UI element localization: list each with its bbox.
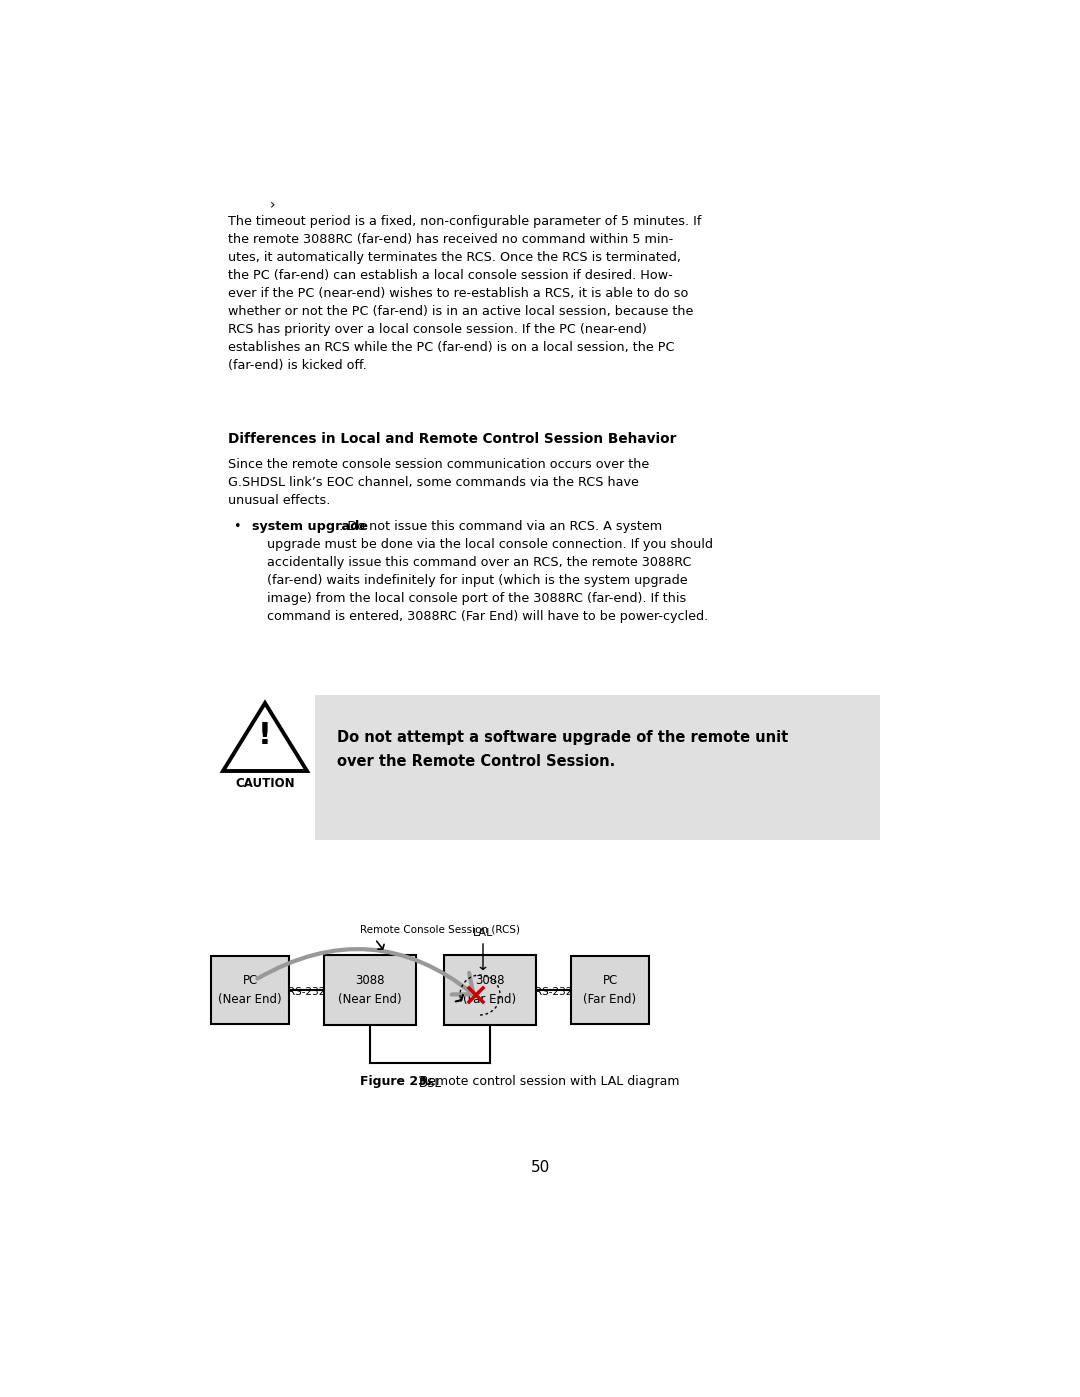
Text: Remote control session with LAL diagram: Remote control session with LAL diagram bbox=[416, 1076, 679, 1088]
Text: image) from the local console port of the 3088RC (far-end). If this: image) from the local console port of th… bbox=[267, 592, 686, 605]
Text: upgrade must be done via the local console connection. If you should: upgrade must be done via the local conso… bbox=[267, 538, 713, 550]
Text: (far-end) is kicked off.: (far-end) is kicked off. bbox=[228, 359, 367, 372]
Text: RCS has priority over a local console session. If the PC (near-end): RCS has priority over a local console se… bbox=[228, 323, 647, 337]
Text: unusual effects.: unusual effects. bbox=[228, 495, 330, 507]
Text: 50: 50 bbox=[530, 1160, 550, 1175]
Text: The timeout period is a fixed, non-configurable parameter of 5 minutes. If: The timeout period is a fixed, non-confi… bbox=[228, 215, 701, 228]
Text: PC
(Far End): PC (Far End) bbox=[583, 975, 636, 1006]
Text: DSL: DSL bbox=[419, 1077, 442, 1090]
Text: whether or not the PC (far-end) is in an active local session, because the: whether or not the PC (far-end) is in an… bbox=[228, 305, 693, 319]
Text: Do not attempt a software upgrade of the remote unit: Do not attempt a software upgrade of the… bbox=[337, 731, 788, 745]
Text: •: • bbox=[233, 520, 241, 534]
Text: system upgrade: system upgrade bbox=[252, 520, 368, 534]
Text: accidentally issue this command over an RCS, the remote 3088RC: accidentally issue this command over an … bbox=[267, 556, 691, 569]
Text: Remote Console Session (RCS): Remote Console Session (RCS) bbox=[360, 925, 519, 935]
Bar bbox=[571, 956, 649, 1024]
FancyArrowPatch shape bbox=[257, 949, 473, 995]
Text: Differences in Local and Remote Control Session Behavior: Differences in Local and Remote Control … bbox=[228, 432, 676, 446]
Text: RS-232: RS-232 bbox=[287, 988, 325, 997]
Text: command is entered, 3088RC (Far End) will have to be power-cycled.: command is entered, 3088RC (Far End) wil… bbox=[267, 610, 708, 623]
Text: ever if the PC (near-end) wishes to re-establish a RCS, it is able to do so: ever if the PC (near-end) wishes to re-e… bbox=[228, 286, 688, 300]
Text: (far-end) waits indefinitely for input (which is the system upgrade: (far-end) waits indefinitely for input (… bbox=[267, 574, 688, 587]
Text: Since the remote console session communication occurs over the: Since the remote console session communi… bbox=[228, 458, 649, 471]
Text: Figure 23.: Figure 23. bbox=[360, 1076, 432, 1088]
Bar bbox=[211, 956, 289, 1024]
Polygon shape bbox=[222, 703, 307, 771]
Bar bbox=[315, 694, 880, 840]
Text: the remote 3088RC (far-end) has received no command within 5 min-: the remote 3088RC (far-end) has received… bbox=[228, 233, 673, 246]
Text: utes, it automatically terminates the RCS. Once the RCS is terminated,: utes, it automatically terminates the RC… bbox=[228, 251, 681, 264]
Text: over the Remote Control Session.: over the Remote Control Session. bbox=[337, 754, 616, 768]
Text: PC
(Near End): PC (Near End) bbox=[218, 975, 282, 1006]
Text: LAL: LAL bbox=[473, 928, 494, 937]
Text: RS-232: RS-232 bbox=[535, 988, 572, 997]
Text: ›: › bbox=[270, 198, 275, 212]
Text: G.SHDSL link’s EOC channel, some commands via the RCS have: G.SHDSL link’s EOC channel, some command… bbox=[228, 476, 639, 489]
Bar bbox=[444, 956, 536, 1025]
Text: establishes an RCS while the PC (far-end) is on a local session, the PC: establishes an RCS while the PC (far-end… bbox=[228, 341, 675, 353]
Text: !: ! bbox=[258, 721, 272, 750]
Bar bbox=[324, 956, 416, 1025]
Text: 3088
(Far End): 3088 (Far End) bbox=[463, 975, 516, 1006]
Text: CAUTION: CAUTION bbox=[235, 777, 295, 789]
Text: 3088
(Near End): 3088 (Near End) bbox=[338, 975, 402, 1006]
Text: : Do not issue this command via an RCS. A system: : Do not issue this command via an RCS. … bbox=[339, 520, 662, 534]
Text: the PC (far-end) can establish a local console session if desired. How-: the PC (far-end) can establish a local c… bbox=[228, 270, 673, 282]
